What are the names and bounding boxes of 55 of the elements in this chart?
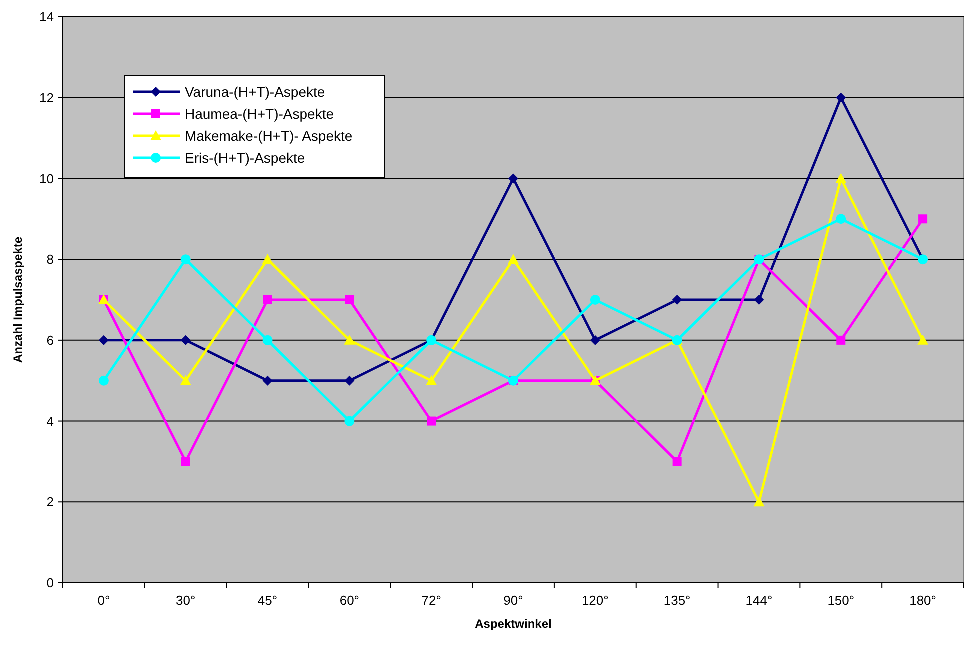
point [590,335,600,346]
x-axis-title: Aspektwinkel [475,617,552,631]
y-tick-label: 10 [40,171,54,186]
point [262,335,273,346]
legend-label: Makemake-(H+T)- Aspekte [185,128,353,144]
x-tick-label: 72° [422,593,442,608]
point [754,295,764,305]
legend-label: Eris-(H+T)-Aspekte [185,150,306,166]
point [427,416,436,426]
x-tick-label: 144° [746,593,773,608]
x-tick-label: 135° [664,593,691,608]
x-tick-label: 180° [910,593,936,608]
y-tick-label: 6 [46,332,54,348]
y-tick-label: 8 [46,252,54,268]
y-tick-label: 2 [46,494,54,510]
point [98,335,109,346]
point [262,376,273,386]
point [508,174,518,184]
point [836,214,846,224]
x-tick-label: 90° [504,593,524,608]
point [344,416,355,426]
point [672,457,682,466]
y-tick-label: 12 [40,90,54,106]
y-tick-label: 4 [46,414,54,429]
x-tick-label: 120° [582,593,609,608]
point [426,375,438,386]
point [918,334,929,345]
y-tick-label: 14 [40,10,54,25]
point [262,254,274,264]
point [180,335,191,346]
point [918,214,928,224]
point [181,457,190,466]
point [508,254,519,264]
x-tick-label: 150° [828,593,855,608]
legend-label: Haumea-(H+T)-Aspekte [185,106,334,122]
point [180,254,191,265]
x-tick-label: 30° [176,593,196,608]
point [836,173,847,184]
point [590,295,600,305]
point [672,295,682,305]
x-tick-label: 45° [258,593,278,608]
point [836,92,846,103]
point [263,296,272,304]
y-axis-title: Anzahl Impulsaspekte [11,236,25,364]
point [344,376,355,386]
y-tick-label: 0 [46,576,54,591]
point [180,375,192,386]
x-tick-label: 60° [340,593,360,608]
point [836,336,846,345]
legend-label: Varuna-(H+T)-Aspekte [185,84,326,100]
point [98,376,109,386]
x-tick-label: 0° [98,593,110,608]
point [754,496,765,507]
point [344,334,356,345]
point [345,296,354,304]
